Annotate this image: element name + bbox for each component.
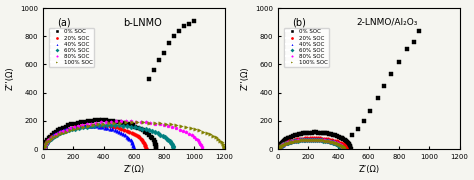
Text: (a): (a) — [57, 18, 71, 28]
Legend: 0% SOC, 20% SOC, 40% SOC, 60% SOC, 80% SOC, 100% SOC: 0% SOC, 20% SOC, 40% SOC, 60% SOC, 80% S… — [284, 28, 329, 67]
Y-axis label: Z’’(Ω): Z’’(Ω) — [240, 67, 249, 90]
Legend: 0% SOC, 20% SOC, 40% SOC, 60% SOC, 80% SOC, 100% SOC: 0% SOC, 20% SOC, 40% SOC, 60% SOC, 80% S… — [49, 28, 94, 67]
Text: b-LNMO: b-LNMO — [124, 18, 162, 28]
X-axis label: Z’(Ω): Z’(Ω) — [123, 165, 145, 174]
Text: (b): (b) — [292, 18, 306, 28]
X-axis label: Z’(Ω): Z’(Ω) — [358, 165, 379, 174]
Y-axis label: Z’’(Ω): Z’’(Ω) — [6, 67, 15, 90]
Text: 2-LNMO/Al₂O₃: 2-LNMO/Al₂O₃ — [356, 18, 418, 27]
